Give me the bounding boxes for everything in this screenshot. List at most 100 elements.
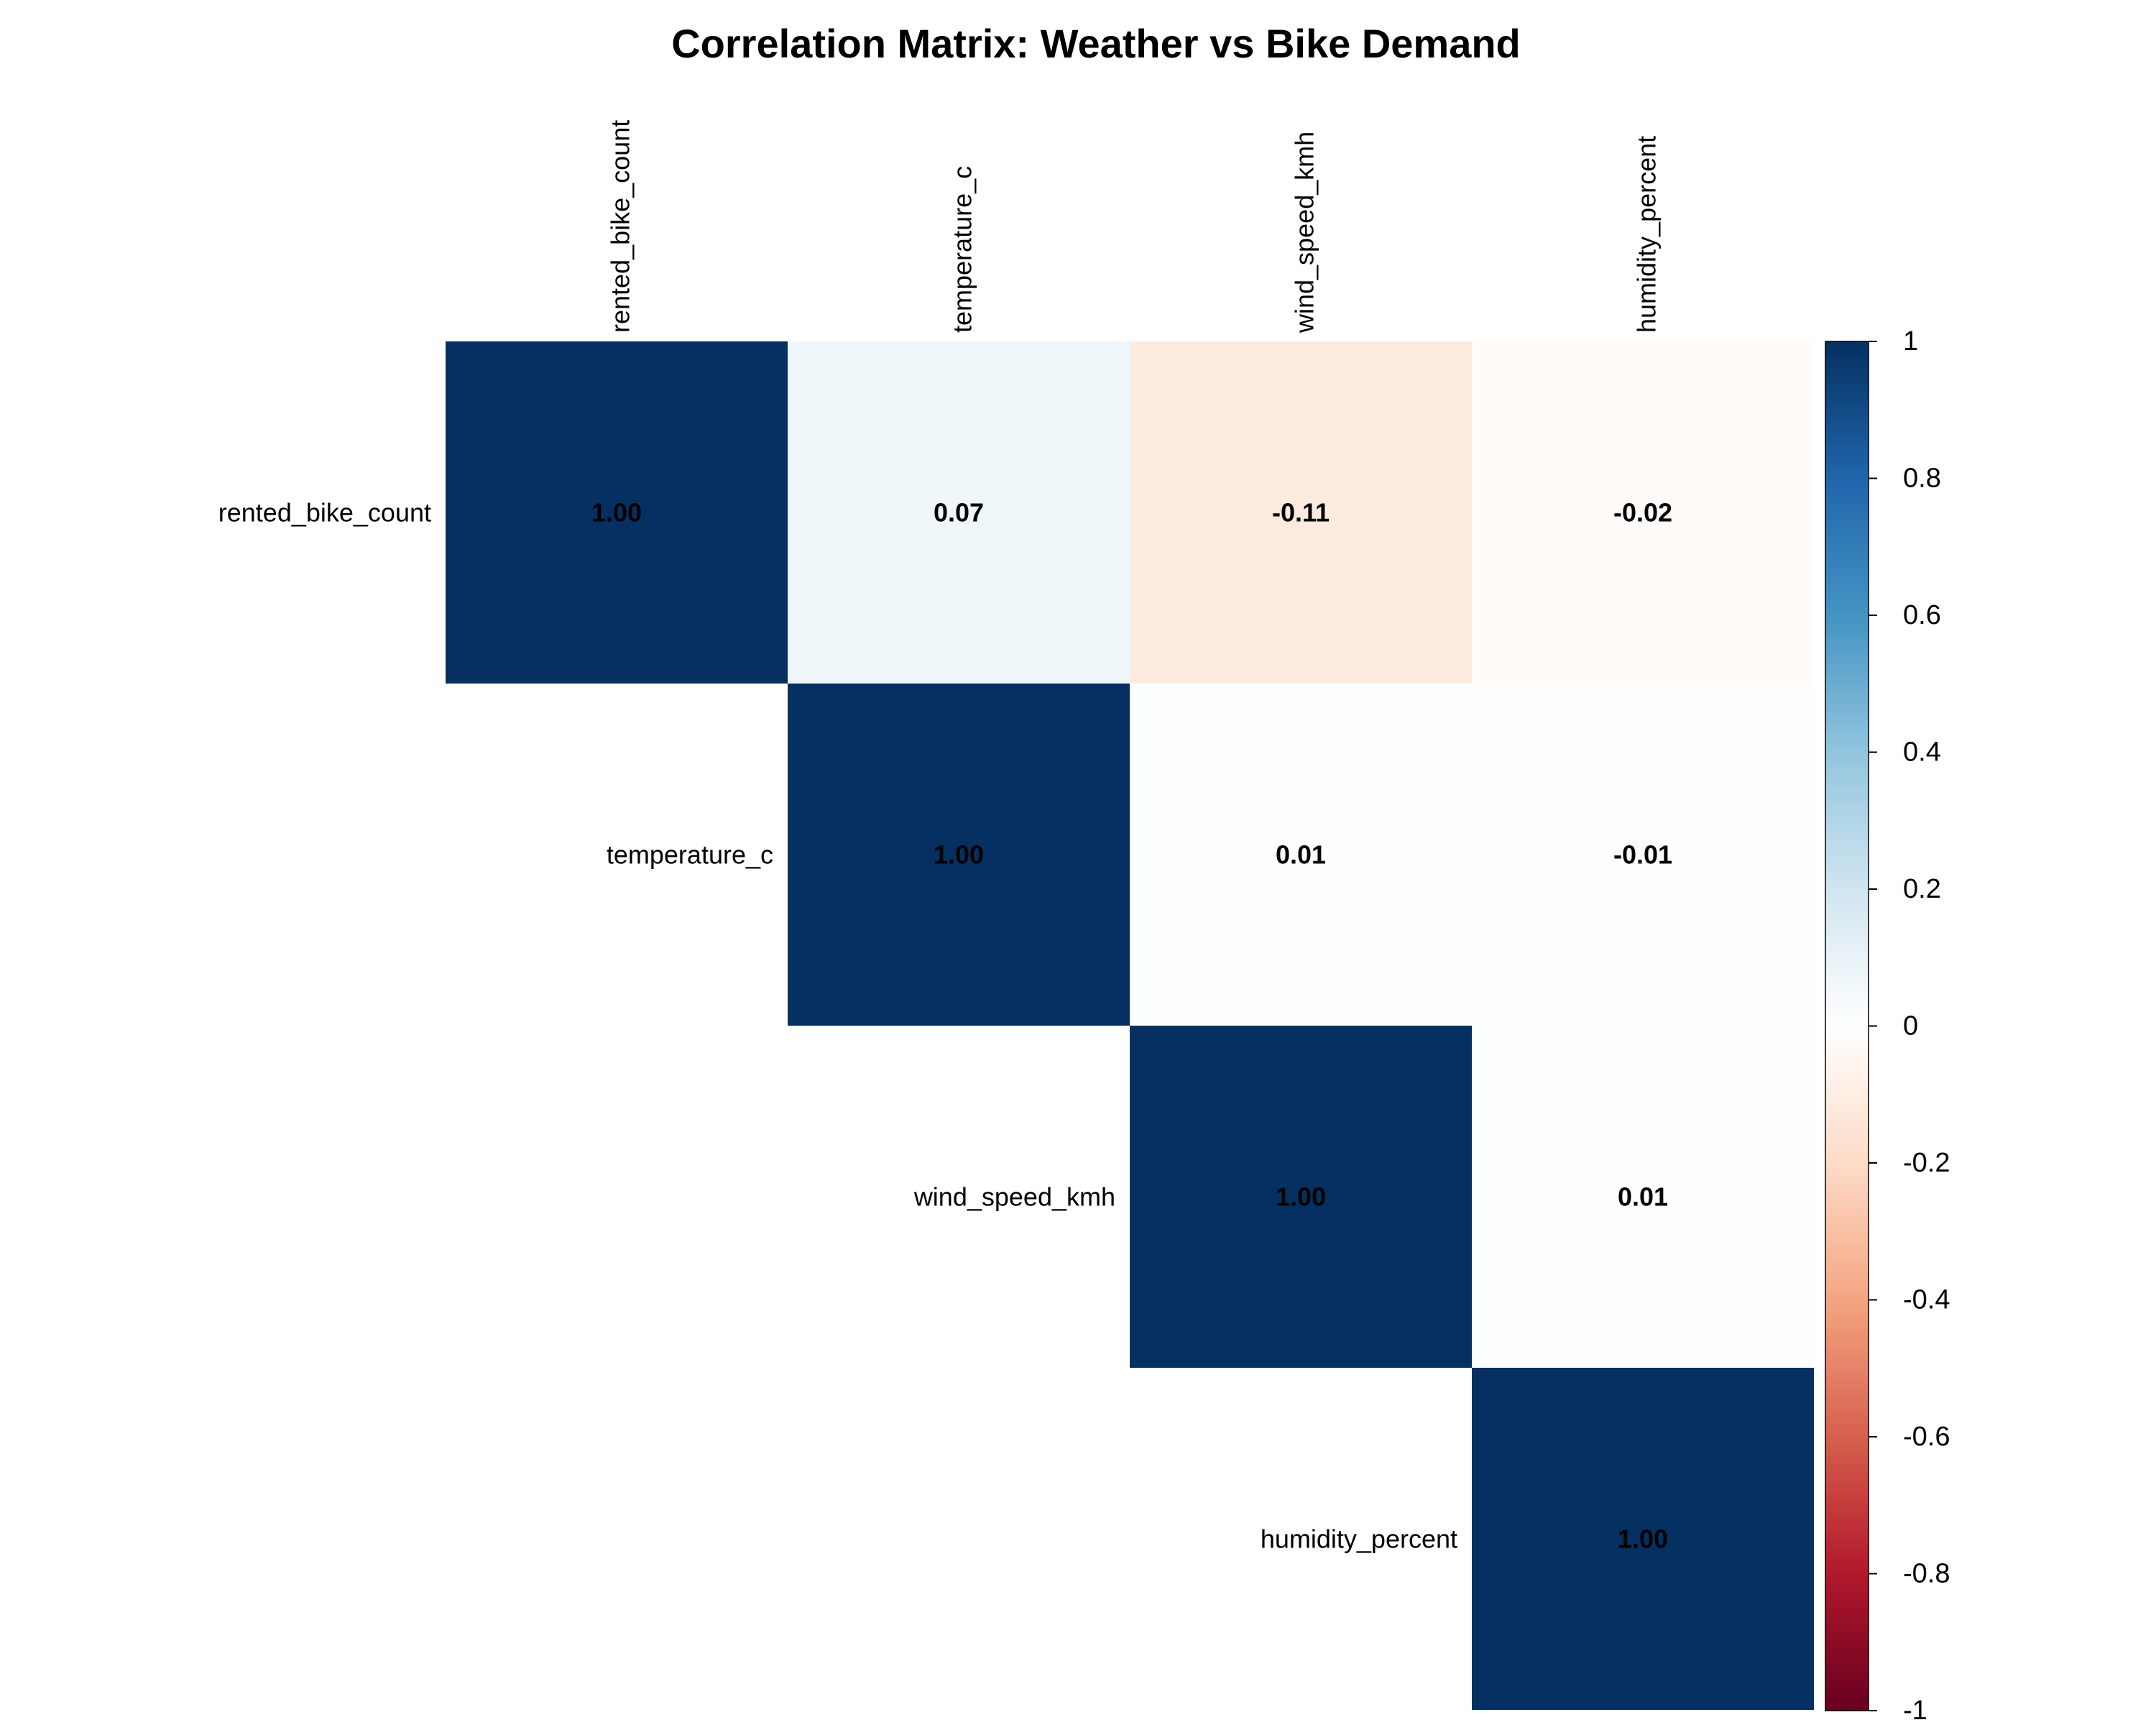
colorbar-segment [1825,1594,1869,1602]
colorbar-segment [1825,1566,1869,1575]
colorbar-segment [1825,1464,1869,1472]
colorbar-segment [1825,1525,1869,1533]
colorbar-segment [1825,1087,1869,1095]
colorbar-segment [1825,847,1869,855]
colorbar-segment [1825,451,1869,459]
colorbar-segment [1825,889,1869,897]
colorbar-segment [1825,526,1869,534]
colorbar-segment [1825,574,1869,581]
colorbar-segment [1825,1094,1869,1102]
colorbar-segment [1825,834,1869,842]
colorbar-segment [1825,1552,1869,1561]
heatmap-cell-wind-speed-kmh-humidity-percent [1472,1026,1814,1368]
colorbar-segment [1825,1210,1869,1218]
colorbar-segment [1825,684,1869,691]
colorbar-segment [1825,1662,1869,1670]
cell-value-humidity-percent-humidity-percent: 1.00 [1618,1524,1668,1554]
column-label-wind-speed-kmh: wind_speed_kmh [1290,132,1319,334]
colorbar-tick-label: 0.6 [1903,600,1941,630]
colorbar-segment [1825,1067,1869,1075]
colorbar-segment [1825,896,1869,903]
colorbar-segment [1825,1690,1869,1698]
colorbar-segment [1825,375,1869,383]
colorbar-tick-label: -0.6 [1903,1422,1950,1452]
heatmap-cell-rented-bike-count-wind-speed-kmh [1130,341,1472,684]
colorbar-segment [1825,1368,1869,1376]
colorbar-tick-label: -0.4 [1903,1285,1950,1315]
colorbar-segment [1825,382,1869,390]
column-label-humidity-percent: humidity_percent [1632,136,1662,333]
colorbar-segment [1825,519,1869,527]
colorbar-segment [1825,1389,1869,1397]
colorbar-segment [1825,540,1869,548]
colorbar-segment [1825,1300,1869,1307]
colorbar-segment [1825,731,1869,740]
colorbar-segment [1825,1135,1869,1144]
colorbar-segment [1825,629,1869,637]
colorbar-segment [1825,759,1869,767]
heatmap-cell-temperature-c-temperature-c [788,684,1130,1026]
colorbar-segment [1825,1183,1869,1191]
colorbar-segment [1825,1046,1869,1054]
colorbar-segment [1825,649,1869,657]
colorbar-segment [1825,1437,1869,1445]
colorbar-segment [1825,1156,1869,1164]
colorbar-segment [1825,971,1869,979]
colorbar-segment [1825,1505,1869,1513]
colorbar-segment [1825,1279,1869,1287]
row-labels: rented_bike_count temperature_c wind_speed… [218,498,1457,1554]
colorbar-segment [1825,676,1869,684]
cell-value-rented-bike-count-temperature-c: 0.07 [934,498,984,528]
colorbar-segment [1825,1381,1869,1389]
colorbar-segment [1825,1169,1869,1177]
colorbar-segment [1825,964,1869,972]
column-label-temperature-c: temperature_c [948,166,977,333]
colorbar-segment [1825,546,1869,554]
colorbar-segment [1825,1635,1869,1643]
colorbar-segment [1825,903,1869,911]
colorbar-segment [1825,1354,1869,1362]
colorbar-segment [1825,1546,1869,1554]
colorbar-segment [1825,1012,1869,1020]
colorbar-segment [1825,615,1869,623]
colorbar-segment [1825,937,1869,944]
colorbar-segment [1825,478,1869,486]
colorbar-segment [1825,1649,1869,1657]
colorbar-segment [1825,806,1869,814]
colorbar-segment [1825,1560,1869,1568]
colorbar-segment [1825,930,1869,938]
colorbar-segment [1825,499,1869,507]
colorbar-segment [1825,752,1869,760]
colorbar-segment [1825,1265,1869,1273]
column-label-rented-bike-count: rented_bike_count [606,120,635,333]
colorbar-segment [1825,505,1869,513]
colorbar-segment [1825,485,1869,493]
colorbar-segment [1825,1409,1869,1417]
colorbar-segment [1825,1614,1869,1622]
colorbar-segment [1825,882,1869,890]
colorbar-segment [1825,786,1869,794]
colorbar-segment [1825,1348,1869,1356]
cell-value-rented-bike-count-wind-speed-kmh: -0.11 [1272,498,1330,528]
colorbar-segment [1825,1581,1869,1588]
colorbar-segment [1825,991,1869,999]
cell-value-wind-speed-kmh-humidity-percent: 0.01 [1618,1182,1668,1212]
colorbar-segment [1825,1669,1869,1677]
colorbar-segment [1825,1149,1869,1157]
colorbar-segment [1825,1053,1869,1061]
colorbar-segment [1825,1231,1869,1239]
colorbar-segment [1825,1320,1869,1328]
colorbar-segment [1825,1676,1869,1684]
colorbar-segment [1825,1128,1869,1136]
colorbar-segment [1825,1033,1869,1041]
colorbar-segment [1825,1375,1869,1383]
colorbar-segment [1825,471,1869,479]
colorbar-segment [1825,1478,1869,1486]
colorbar-segment [1825,875,1869,883]
colorbar-segment [1825,1422,1869,1431]
colorbar-segment [1825,841,1869,849]
colorbar-segment [1825,1026,1869,1034]
colorbar-tick-label: 0.8 [1903,464,1941,494]
colorbar-segment [1825,594,1869,602]
